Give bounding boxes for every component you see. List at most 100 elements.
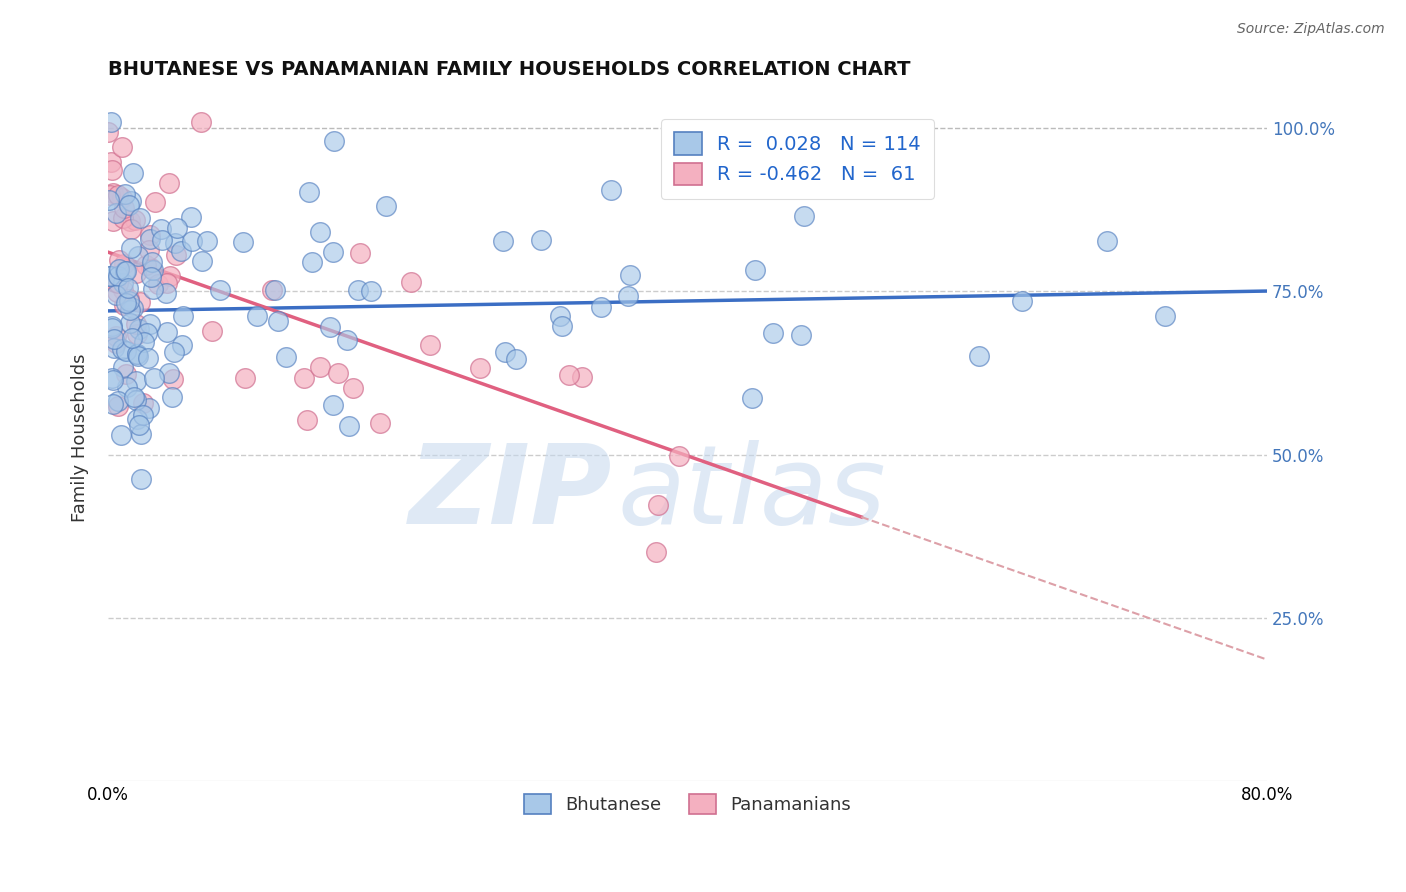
Point (118, 198, 141, 212)
Point (157, 176, 180, 190)
Point (114, 296, 136, 310)
Point (274, 350, 297, 364)
Point (647, 498, 669, 512)
Point (589, 300, 612, 314)
Point (170, 244, 193, 258)
Point (142, 371, 165, 385)
Point (97, 193, 120, 207)
Point (1011, 294, 1033, 309)
Point (111, 342, 134, 356)
Point (619, 268, 641, 282)
Point (110, 427, 132, 442)
Point (308, 225, 330, 239)
Point (97, 125, 120, 139)
Point (103, 341, 125, 355)
Point (100, 371, 122, 385)
Point (152, 233, 174, 247)
Point (120, 194, 142, 208)
Point (790, 327, 813, 342)
Point (744, 263, 766, 277)
Point (101, 397, 124, 411)
Point (112, 284, 135, 298)
Point (104, 276, 127, 290)
Point (558, 368, 581, 383)
Point (266, 314, 288, 328)
Point (107, 394, 129, 409)
Point (297, 413, 319, 427)
Point (122, 390, 145, 404)
Point (122, 166, 145, 180)
Point (125, 327, 148, 342)
Point (159, 268, 181, 283)
Point (107, 253, 129, 268)
Point (112, 298, 135, 312)
Point (141, 254, 163, 268)
Point (124, 212, 146, 227)
Point (101, 320, 124, 334)
Point (114, 344, 136, 359)
Point (492, 234, 515, 248)
Point (264, 283, 287, 297)
Point (132, 396, 155, 410)
Point (118, 303, 141, 318)
Point (793, 209, 815, 223)
Point (336, 334, 359, 348)
Point (105, 335, 128, 350)
Point (136, 326, 159, 341)
Point (399, 275, 422, 289)
Point (98, 188, 121, 202)
Point (298, 185, 321, 199)
Point (617, 289, 640, 303)
Point (125, 347, 148, 361)
Point (571, 370, 593, 384)
Point (131, 409, 153, 423)
Y-axis label: Family Households: Family Households (72, 354, 89, 523)
Point (100, 114, 122, 128)
Point (146, 277, 169, 292)
Point (309, 359, 332, 374)
Point (128, 211, 150, 225)
Point (246, 309, 269, 323)
Point (645, 545, 668, 559)
Point (741, 392, 763, 406)
Point (129, 294, 152, 309)
Point (190, 114, 212, 128)
Point (530, 233, 553, 247)
Point (112, 277, 135, 291)
Point (104, 329, 127, 343)
Point (139, 232, 162, 246)
Point (141, 261, 163, 276)
Point (143, 194, 166, 209)
Point (548, 309, 571, 323)
Point (127, 349, 149, 363)
Point (156, 276, 179, 290)
Point (165, 247, 187, 261)
Point (142, 263, 165, 277)
Point (201, 324, 224, 338)
Point (121, 330, 143, 344)
Point (134, 334, 156, 349)
Point (111, 211, 134, 225)
Point (118, 317, 141, 331)
Point (117, 281, 139, 295)
Point (349, 245, 371, 260)
Point (155, 285, 177, 300)
Point (125, 317, 148, 331)
Point (128, 322, 150, 336)
Point (319, 320, 342, 334)
Point (115, 380, 138, 394)
Point (115, 264, 138, 278)
Point (967, 349, 990, 363)
Point (139, 269, 162, 284)
Point (322, 245, 344, 260)
Point (120, 222, 142, 236)
Point (762, 326, 785, 340)
Point (124, 374, 146, 388)
Point (233, 371, 256, 385)
Point (172, 338, 194, 352)
Point (149, 221, 172, 235)
Point (112, 257, 135, 271)
Point (120, 214, 142, 228)
Point (125, 347, 148, 361)
Point (101, 186, 124, 200)
